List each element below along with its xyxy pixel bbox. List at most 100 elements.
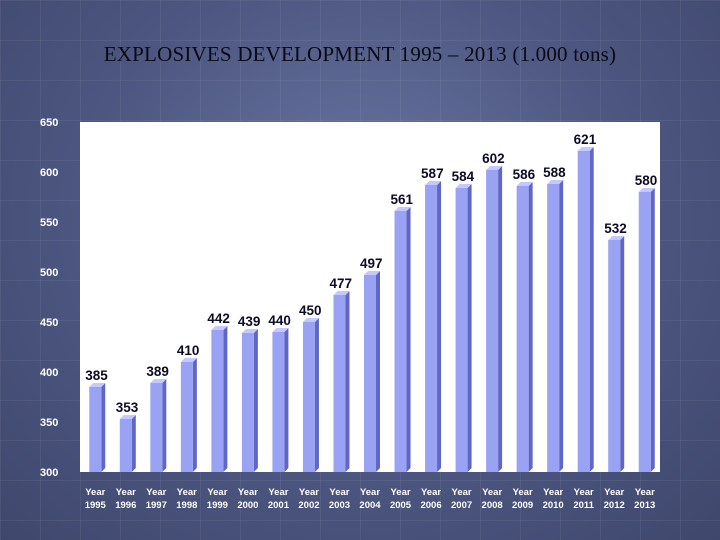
data-labels-group: 385 353 389 410 442 439 440 450 477 497 561 587 584 6…	[85, 132, 657, 415]
x-tick-label-line1: Year	[452, 487, 472, 498]
bar-face	[608, 240, 621, 472]
bar-side	[589, 147, 594, 472]
data-label: 442	[207, 311, 230, 326]
bar-top	[333, 291, 350, 295]
bar-side	[223, 326, 228, 472]
y-tick-label: 350	[40, 417, 58, 429]
bar-2011	[577, 147, 594, 472]
x-tick-label-line1: Year	[116, 487, 136, 498]
x-tick-label-line1: Year	[177, 487, 197, 498]
x-tick-label-line2: 2013	[634, 500, 655, 511]
x-tick-label-line1: Year	[299, 487, 319, 498]
data-label: 586	[513, 167, 536, 182]
bar-face	[638, 192, 651, 472]
bar-face	[364, 275, 376, 472]
bar-face	[547, 184, 560, 472]
bar-face	[486, 170, 499, 472]
x-tick-label-line1: Year	[543, 487, 563, 498]
x-tick-label-line2: 2000	[237, 500, 258, 511]
bar-side	[559, 180, 564, 472]
bar-face	[272, 332, 285, 472]
x-tick-label-line1: Year	[329, 487, 349, 498]
x-tick-label-line2: 2006	[420, 500, 441, 511]
data-label: 580	[635, 173, 658, 188]
data-label: 439	[238, 314, 261, 329]
x-tick-label-line2: 2001	[268, 500, 290, 511]
data-label: 561	[391, 192, 414, 207]
bar-top	[180, 358, 197, 362]
bar-side	[528, 182, 533, 472]
chart-title: EXPLOSIVES DEVELOPMENT 1995 – 2013 (1.00…	[103, 42, 617, 66]
y-tick-label: 400	[40, 367, 58, 379]
x-tick-label-line1: Year	[421, 487, 441, 498]
bar-face	[333, 295, 346, 472]
bar-face	[516, 186, 529, 472]
x-tick-label-line2: 2005	[390, 500, 412, 511]
x-tick-label-line2: 1996	[115, 500, 136, 511]
x-tick-label-line2: 1997	[146, 500, 167, 511]
bar-top	[302, 318, 319, 322]
x-tick-label-line2: 1995	[85, 500, 107, 511]
bar-face	[119, 419, 132, 472]
bar-top	[516, 182, 533, 186]
bar-2009	[516, 182, 533, 472]
bar-side	[192, 358, 197, 472]
x-tick-label-line2: 2007	[451, 500, 472, 511]
bar-2001	[272, 328, 289, 472]
bar-face	[455, 188, 468, 472]
data-label: 588	[543, 165, 566, 180]
bar-side	[467, 184, 472, 472]
bar-side	[650, 188, 655, 472]
bar-face	[425, 185, 438, 472]
bar-face	[150, 383, 163, 472]
data-label: 389	[146, 364, 169, 379]
x-axis: Year 1995 Year 1996 Year 1997 Year 1998 Year 1999…	[85, 487, 656, 511]
x-tick-label-line1: Year	[238, 487, 258, 498]
y-tick-label: 300	[40, 467, 58, 479]
x-tick-label-line1: Year	[574, 487, 594, 498]
data-label: 621	[574, 132, 597, 147]
x-tick-label-line2: 2011	[573, 500, 594, 511]
x-tick-label-line1: Year	[85, 487, 105, 498]
x-tick-label-line1: Year	[390, 487, 410, 498]
bar-2004	[364, 271, 380, 472]
bar-2006	[425, 181, 442, 472]
data-label: 410	[177, 343, 200, 358]
x-tick-label-line2: 2010	[543, 500, 564, 511]
y-tick-label: 600	[40, 167, 58, 179]
data-label: 587	[421, 166, 444, 181]
bar-top	[455, 184, 472, 188]
y-tick-label: 550	[40, 217, 58, 229]
bar-top	[272, 328, 289, 332]
bar-top	[150, 379, 167, 383]
bar-side	[376, 271, 380, 472]
bar-2013	[638, 188, 655, 472]
bar-side	[498, 166, 503, 472]
y-tick-label: 500	[40, 267, 58, 279]
bar-top	[547, 180, 564, 184]
bar-1997	[150, 379, 167, 472]
bar-1995	[89, 383, 106, 472]
x-tick-label-line2: 2003	[329, 500, 350, 511]
x-tick-label-line1: Year	[635, 487, 655, 498]
x-tick-label-line2: 2012	[604, 500, 625, 511]
bar-2008	[486, 166, 503, 472]
x-tick-label-line2: 2009	[512, 500, 533, 511]
bar-top	[119, 415, 136, 419]
bar-2003	[333, 291, 350, 472]
bar-top	[486, 166, 503, 170]
bars-group	[89, 147, 655, 472]
bar-top	[241, 329, 258, 333]
bar-face	[302, 322, 315, 472]
data-label: 477	[329, 276, 352, 291]
x-tick-label-line1: Year	[268, 487, 288, 498]
x-tick-label-line1: Year	[482, 487, 502, 498]
data-label: 450	[299, 303, 322, 318]
x-tick-label-line1: Year	[207, 487, 227, 498]
bar-side	[162, 379, 167, 472]
bar-top	[638, 188, 655, 192]
bar-2002	[302, 318, 319, 472]
data-label: 532	[604, 221, 627, 236]
data-label: 440	[268, 313, 291, 328]
